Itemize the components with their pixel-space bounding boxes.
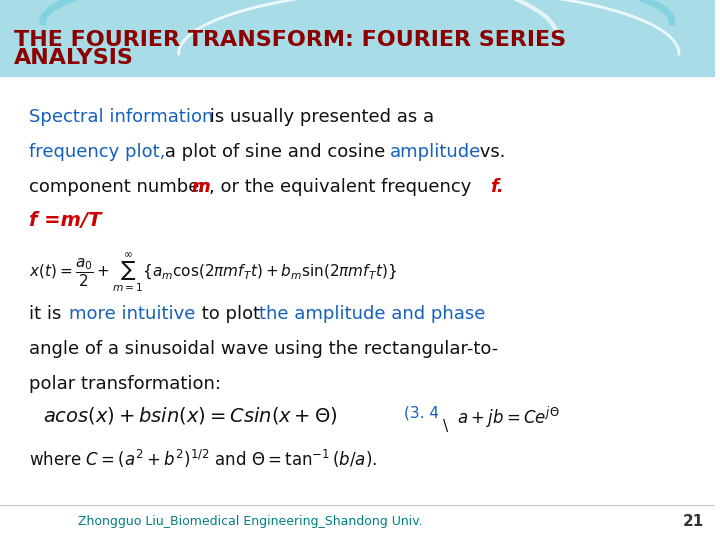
Text: frequency plot,: frequency plot, <box>29 143 165 161</box>
Text: vs.: vs. <box>474 143 505 161</box>
Text: it is: it is <box>29 305 67 323</box>
Text: \: \ <box>443 418 449 434</box>
Bar <box>0 0 715 76</box>
Text: amplitude: amplitude <box>390 143 481 161</box>
Text: $\mathrm{where}\ C = (a^2 + b^2)^{1/2}\ \mathrm{and}\ \Theta = \tan^{-1}(b/a).$: $\mathrm{where}\ C = (a^2 + b^2)^{1/2}\ … <box>29 448 377 470</box>
Text: (3. 4: (3. 4 <box>404 405 438 420</box>
Text: the amplitude and phase: the amplitude and phase <box>259 305 486 323</box>
Text: component number: component number <box>29 178 212 196</box>
Text: , or the equivalent frequency: , or the equivalent frequency <box>210 178 477 196</box>
Text: to plot: to plot <box>196 305 266 323</box>
Text: $a + jb = Ce^{j\Theta}$: $a + jb = Ce^{j\Theta}$ <box>457 405 560 430</box>
Text: THE FOURIER TRANSFORM: FOURIER SERIES: THE FOURIER TRANSFORM: FOURIER SERIES <box>14 30 567 51</box>
Text: more intuitive: more intuitive <box>69 305 196 323</box>
Text: $x(t) = \dfrac{a_0}{2} + \sum_{m=1}^{\infty} \{a_m \cos(2\pi m f_T t) + b_m \sin: $x(t) = \dfrac{a_0}{2} + \sum_{m=1}^{\in… <box>29 251 397 295</box>
Text: angle of a sinusoidal wave using the rectangular-to-: angle of a sinusoidal wave using the rec… <box>29 340 498 358</box>
Text: Zhongguo Liu_Biomedical Engineering_Shandong Univ.: Zhongguo Liu_Biomedical Engineering_Shan… <box>78 515 423 528</box>
Text: f.: f. <box>490 178 504 196</box>
Text: a plot of sine and cosine: a plot of sine and cosine <box>159 143 392 161</box>
Text: $acos(x)+bsin(x)=Csin(x+\Theta)$: $acos(x)+bsin(x)=Csin(x+\Theta)$ <box>43 405 337 426</box>
Text: f =m/T: f =m/T <box>29 211 101 229</box>
Text: ANALYSIS: ANALYSIS <box>14 48 134 68</box>
Text: 21: 21 <box>683 514 704 529</box>
Text: polar transformation:: polar transformation: <box>29 375 220 393</box>
Text: Spectral information: Spectral information <box>29 108 213 126</box>
Text: m: m <box>192 178 210 196</box>
Text: is usually presented as a: is usually presented as a <box>204 108 434 126</box>
